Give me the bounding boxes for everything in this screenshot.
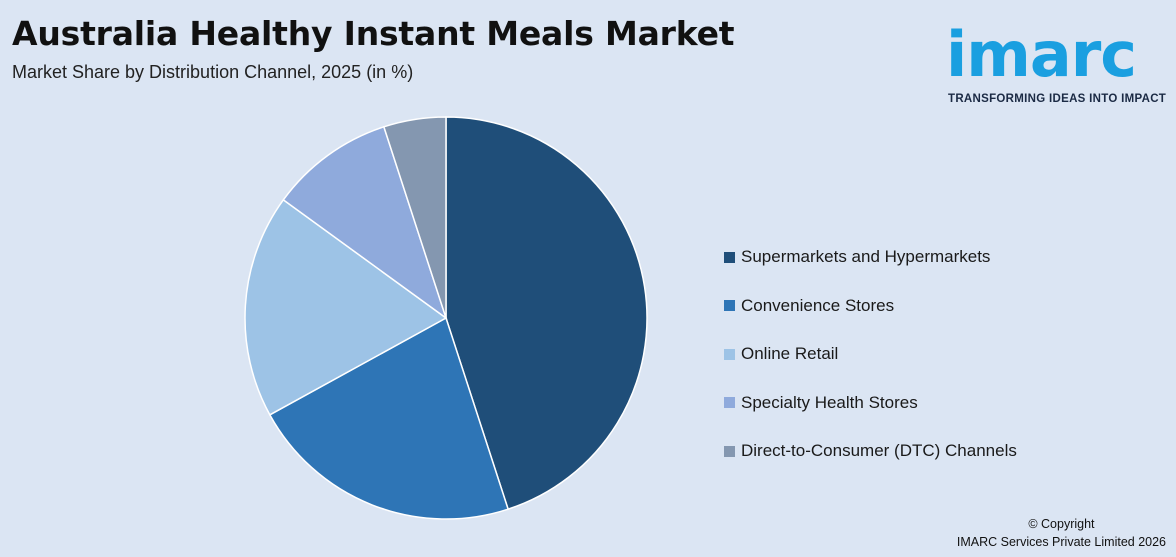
legend-swatch-2: [724, 348, 735, 360]
legend-item-3: Specialty Health Stores: [724, 379, 1017, 428]
chart-subtitle: Market Share by Distribution Channel, 20…: [12, 62, 414, 82]
imarc-logo: imarc TRANSFORMING IDEAS INTO IMPACT: [946, 12, 1168, 108]
legend-item-4: Direct-to-Consumer (DTC) Channels: [724, 427, 1017, 476]
legend-item-0: Supermarkets and Hypermarkets: [724, 233, 1017, 282]
legend-item-2: Online Retail: [724, 330, 1017, 379]
pie-slice-2: [244, 198, 448, 416]
pie-slice-3: [282, 125, 448, 320]
logo-wordmark: imarc: [946, 18, 1137, 91]
legend-swatch-3: [724, 397, 735, 409]
pie-slice-0: [445, 116, 648, 511]
chart-legend: Supermarkets and Hypermarkets Convenience…: [724, 233, 1017, 476]
legend-label-2: Online Retail: [741, 344, 839, 364]
logo-tagline: TRANSFORMING IDEAS INTO IMPACT: [948, 93, 1167, 105]
copyright-line-1: © Copyright: [1028, 517, 1095, 531]
pie-slice-1: [268, 316, 510, 520]
pie-slice-4: [382, 116, 447, 319]
legend-label-0: Supermarkets and Hypermarkets: [741, 247, 991, 267]
copyright-notice: © Copyright IMARC Services Private Limit…: [957, 515, 1166, 551]
legend-swatch-4: [724, 445, 735, 457]
legend-label-3: Specialty Health Stores: [741, 392, 918, 412]
chart-title: Australia Healthy Instant Meals Market: [12, 14, 735, 53]
legend-label-1: Convenience Stores: [741, 295, 895, 315]
legend-label-4: Direct-to-Consumer (DTC) Channels: [741, 441, 1017, 461]
copyright-line-2: IMARC Services Private Limited 2026: [956, 535, 1166, 549]
legend-swatch-0: [724, 251, 735, 263]
legend-swatch-1: [724, 300, 735, 312]
legend-item-1: Convenience Stores: [724, 282, 1017, 331]
